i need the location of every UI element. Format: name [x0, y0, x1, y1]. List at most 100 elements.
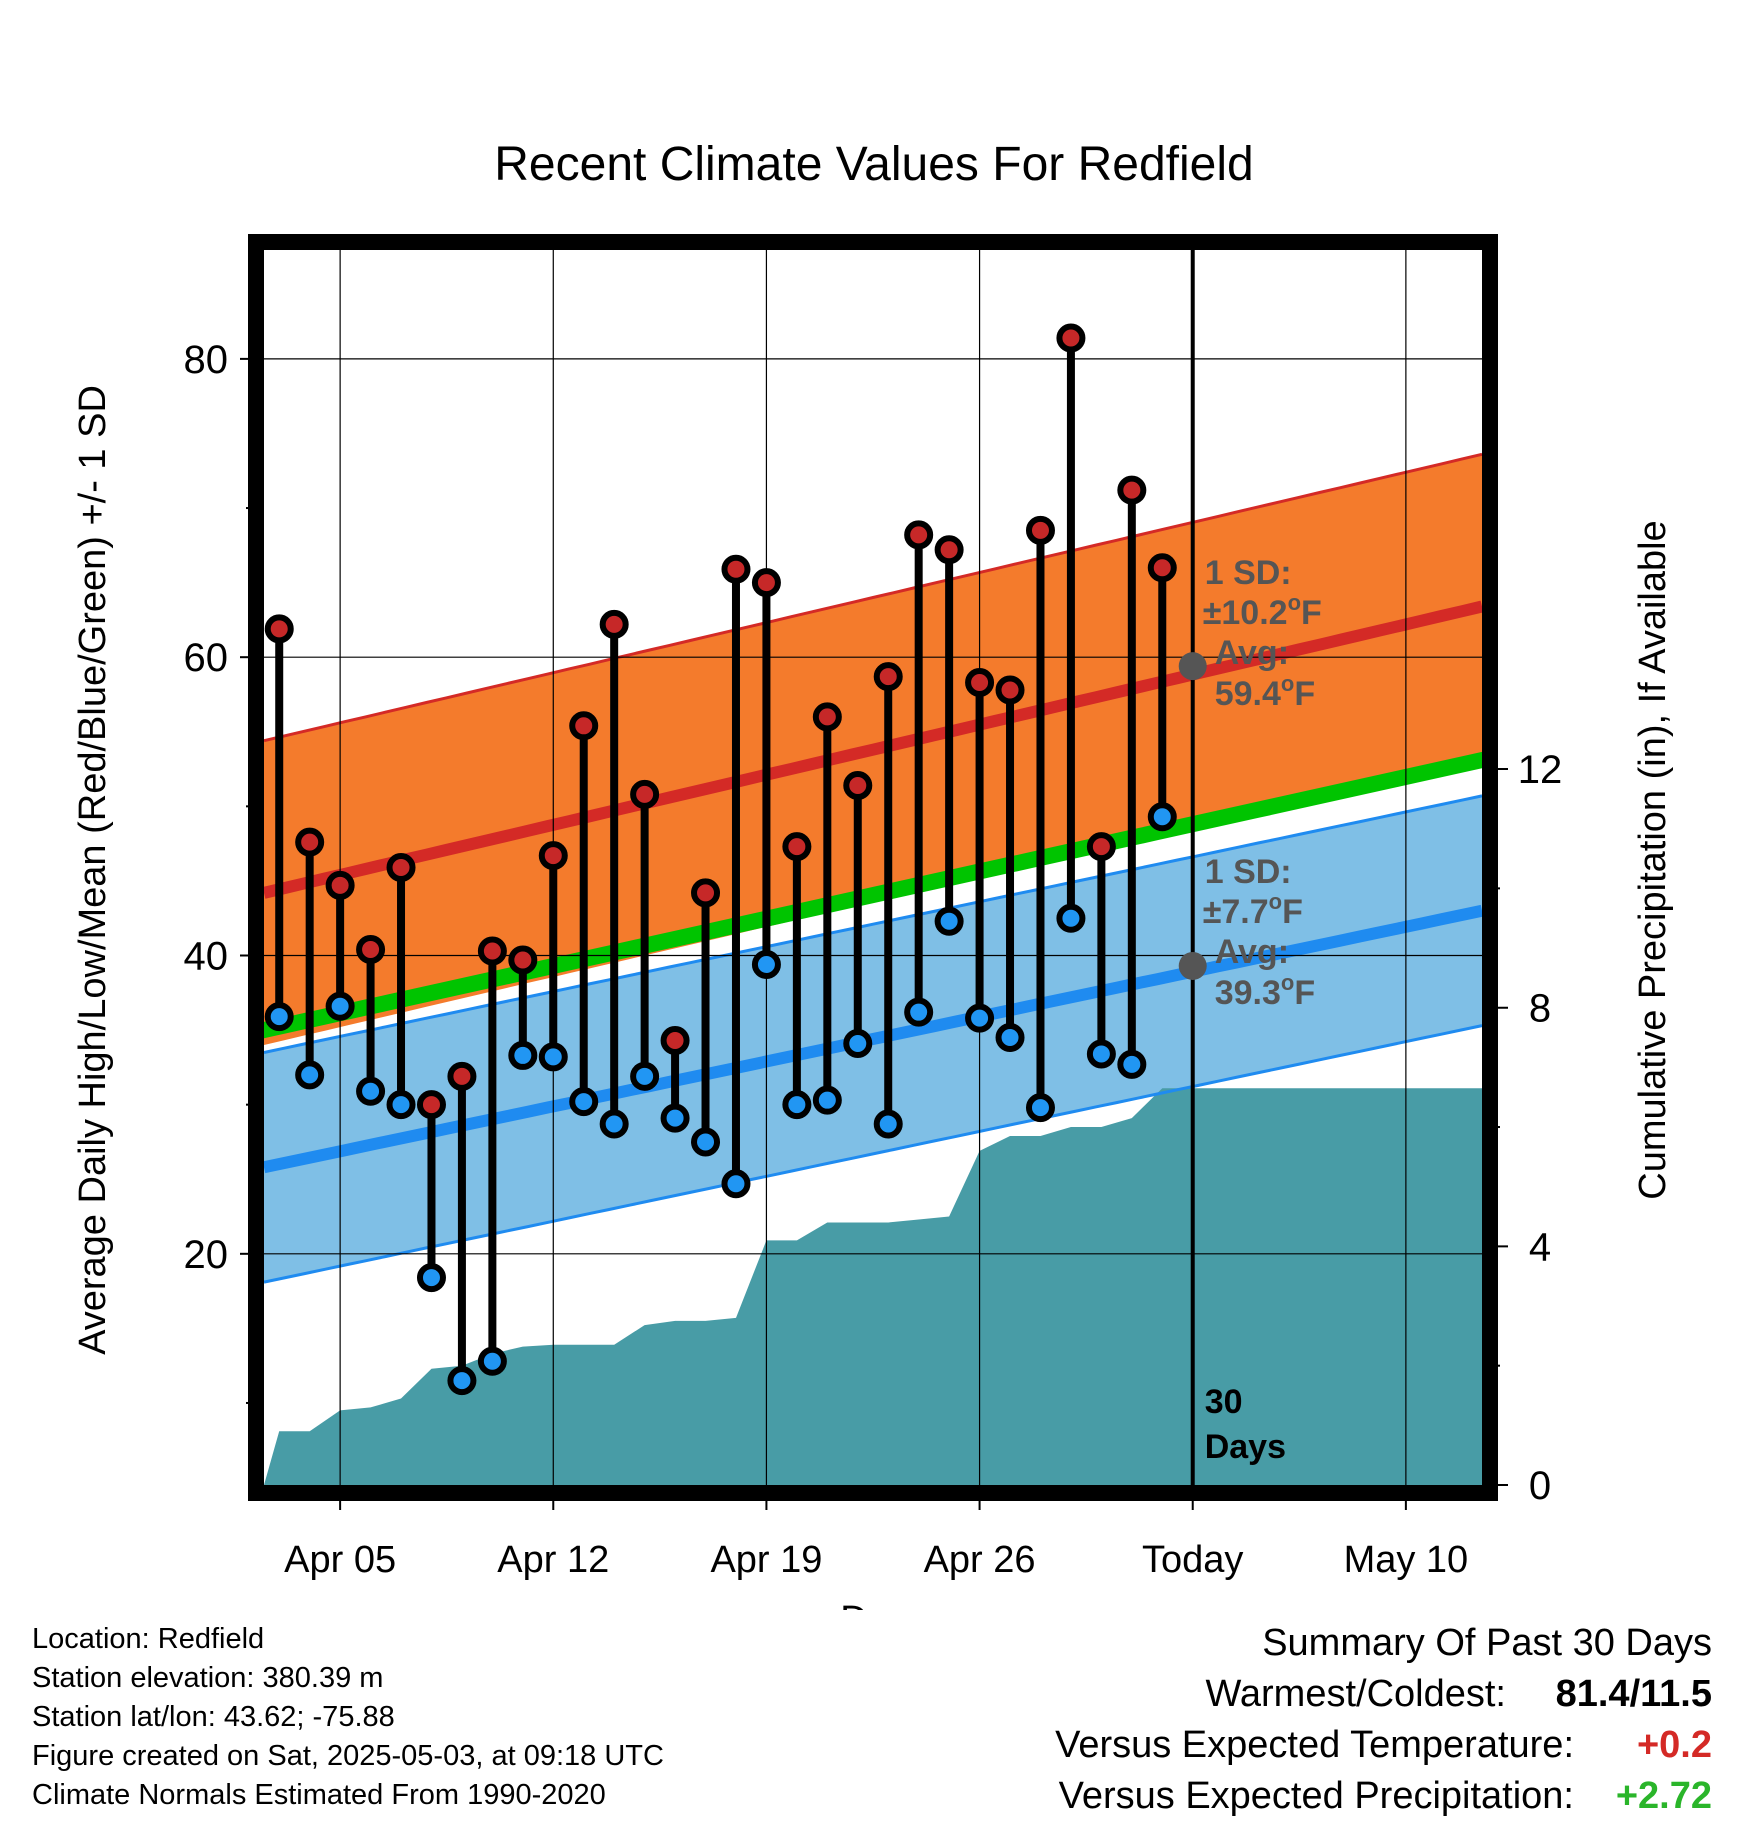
daily-high-point [325, 870, 355, 900]
summary-title: Summary Of Past 30 Days [1262, 1622, 1712, 1664]
daily-high-point [812, 702, 842, 732]
daily-high-point [1025, 515, 1055, 545]
x-axis-label: Day [840, 1599, 908, 1610]
daily-low-point [843, 1029, 873, 1059]
daily-high-point [1056, 323, 1086, 353]
daily-high-point [965, 668, 995, 698]
daily-high-point [356, 935, 386, 965]
daily-low-point [630, 1061, 660, 1091]
y-tick-label: 60 [184, 636, 229, 680]
daily-low-point [538, 1042, 568, 1072]
daily-high-point [934, 535, 964, 565]
plot-frame [248, 234, 1498, 1501]
temp-value: +0.2 [1636, 1724, 1712, 1766]
avg-low-line [262, 904, 1484, 1174]
elevation-text: Station elevation: 380.39 m [32, 1662, 384, 1694]
chart-title: Recent Climate Values For Redfield [494, 138, 1253, 191]
mean-band [264, 751, 1482, 1039]
daily-high-point [386, 853, 416, 882]
daily-low-point [934, 906, 964, 936]
daily-high-point [782, 832, 812, 862]
x-tick-label: Today [1142, 1539, 1243, 1581]
y-tick-label: 20 [184, 1233, 229, 1277]
daily-low-point [904, 997, 934, 1027]
daily-high-point [569, 711, 599, 741]
daily-low-point [660, 1103, 690, 1133]
warmest-value: 81.4/11.5 [1555, 1673, 1712, 1715]
daily-low-point [995, 1023, 1025, 1053]
daily-high-point [599, 609, 629, 639]
daily-high-point [538, 841, 568, 871]
daily-low-point [873, 1109, 903, 1139]
low-annotation-avg-label: Avg: [1215, 933, 1289, 971]
y2-tick-label: 8 [1529, 987, 1551, 1031]
daily-high-point [691, 878, 721, 908]
daily-high-point [630, 779, 660, 809]
daily-high-point [264, 614, 294, 644]
daily-low-point [751, 949, 781, 979]
low-sd-lower-edge [263, 1024, 1483, 1284]
daily-low-point [477, 1346, 507, 1376]
low-annotation-avg-value: 39.3oF [1215, 970, 1315, 1012]
daily-low-point [508, 1040, 538, 1070]
daily-low-point [599, 1109, 629, 1139]
daily-high-point [1147, 553, 1177, 583]
low-annotation-sd-label: 1 SD: [1205, 853, 1292, 891]
daily-high-point [721, 554, 751, 584]
normals-text: Climate Normals Estimated From 1990-2020 [32, 1779, 606, 1811]
today-avg-low-marker [1178, 951, 1207, 980]
daily-low-point [356, 1076, 386, 1106]
daily-low-point [691, 1127, 721, 1157]
daily-high-point [873, 662, 903, 692]
daily-low-point [416, 1263, 446, 1293]
daily-low-point [569, 1087, 599, 1117]
summary-warmest-row: Warmest/Coldest: 81.4/11.5 [1055, 1669, 1712, 1720]
daily-low-point [264, 1002, 294, 1032]
daily-low-point [386, 1090, 416, 1120]
y2-tick-label: 4 [1529, 1225, 1551, 1269]
daily-low-point [1056, 903, 1086, 933]
daily-high-point [295, 827, 325, 857]
low-sd-upper-edge [263, 794, 1483, 1054]
high-annotation-sd-value: ±10.2oF [1203, 590, 1322, 632]
daily-high-point [751, 568, 781, 598]
daily-high-point [660, 1026, 690, 1056]
x-tick-label: May 10 [1344, 1539, 1469, 1581]
avg-high-line [262, 600, 1484, 899]
daily-low-point [1117, 1049, 1147, 1079]
latlon-text: Station lat/lon: 43.62; -75.88 [32, 1701, 395, 1733]
high-annotation-sd-label: 1 SD: [1205, 554, 1292, 592]
summary-panel: Summary Of Past 30 Days Warmest/Coldest:… [1055, 1618, 1712, 1822]
daily-high-point [904, 520, 934, 550]
daily-low-point [295, 1060, 325, 1090]
daily-low-point [721, 1169, 751, 1199]
y2-tick-label: 12 [1518, 748, 1563, 792]
daily-high-point [1086, 832, 1116, 862]
y2-axis-label: Cumulative Precipitation (in), If Availa… [1632, 520, 1674, 1199]
high-annotation-avg-label: Avg: [1215, 634, 1289, 672]
daily-high-point [843, 770, 873, 800]
today-avg-high-marker [1178, 652, 1207, 681]
x-tick-label: Apr 05 [284, 1539, 396, 1581]
daily-low-point [812, 1085, 842, 1115]
summary-temp-row: Versus Expected Temperature: +0.2 [1055, 1720, 1712, 1771]
daily-low-point [1025, 1093, 1055, 1123]
daily-high-point [416, 1090, 446, 1120]
daily-low-point [1086, 1039, 1116, 1069]
daily-low-point [965, 1003, 995, 1033]
temp-label: Versus Expected Temperature: [1055, 1724, 1574, 1766]
x-tick-label: Apr 26 [924, 1539, 1036, 1581]
daily-high-point [477, 936, 507, 966]
location-text: Location: Redfield [32, 1623, 265, 1655]
high-sd-upper-edge [263, 452, 1483, 743]
y-tick-label: 40 [184, 935, 229, 979]
y-tick-label: 80 [184, 338, 229, 382]
daily-low-point [447, 1366, 477, 1396]
daily-high-point [508, 945, 538, 975]
precip-area [264, 1088, 1482, 1485]
days-count-label: 30 [1205, 1383, 1243, 1421]
daily-low-point [782, 1090, 812, 1120]
